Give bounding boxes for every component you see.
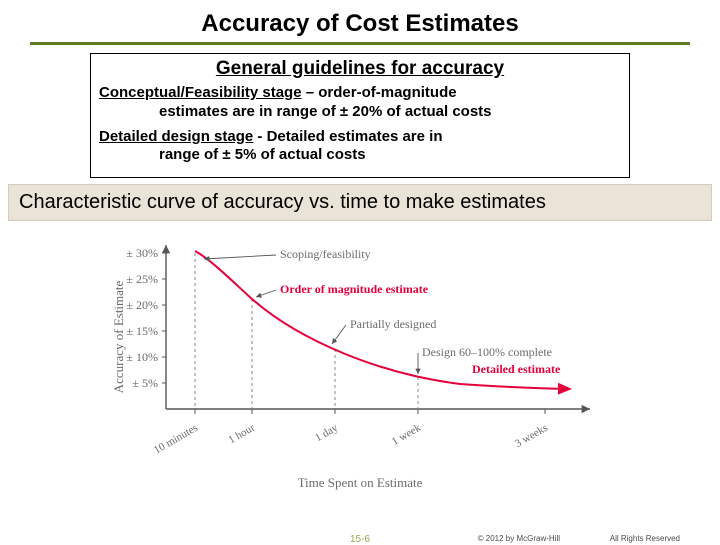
copyright-text: © 2012 by McGraw-Hill xyxy=(478,534,560,543)
stage1-sep: – xyxy=(302,84,319,101)
guidelines-heading: General guidelines for accuracy xyxy=(99,58,621,80)
slide-title: Accuracy of Cost Estimates xyxy=(0,0,720,42)
title-underline xyxy=(30,42,690,45)
y-tick-label: ± 30% xyxy=(110,246,158,261)
chart-annotation: Detailed estimate xyxy=(472,362,560,377)
x-axis-label: Time Spent on Estimate xyxy=(100,475,620,491)
characteristic-curve-caption: Characteristic curve of accuracy vs. tim… xyxy=(8,184,712,221)
chart-annotation: Partially designed xyxy=(350,317,436,332)
stage2-title: Detailed design stage xyxy=(99,128,253,145)
chart-annotation: Scoping/feasibility xyxy=(280,247,371,262)
stage-detailed: Detailed design stage - Detailed estimat… xyxy=(99,128,621,166)
stage2-rest: range of ± 5% of actual costs xyxy=(99,146,621,165)
stage1-rest: estimates are in range of ± 20% of actua… xyxy=(99,103,621,122)
y-tick-label: ± 5% xyxy=(110,376,158,391)
stage1-title: Conceptual/Feasibility stage xyxy=(99,84,302,101)
chart-annotation: Order of magnitude estimate xyxy=(280,282,428,297)
stage2-lead: Detailed estimates are in xyxy=(267,128,443,145)
stage1-lead: order-of-magnitude xyxy=(318,84,456,101)
accuracy-chart: Accuracy of Estimate Time Spent on Estim… xyxy=(100,229,620,489)
stage-conceptual: Conceptual/Feasibility stage – order-of-… xyxy=(99,84,621,122)
y-tick-label: ± 20% xyxy=(110,298,158,313)
y-tick-label: ± 15% xyxy=(110,324,158,339)
stage2-sep: - xyxy=(253,128,266,145)
y-tick-label: ± 10% xyxy=(110,350,158,365)
y-tick-label: ± 25% xyxy=(110,272,158,287)
guidelines-box: General guidelines for accuracy Conceptu… xyxy=(90,53,630,178)
rights-text: All Rights Reserved xyxy=(610,534,680,543)
chart-annotation: Design 60–100% complete xyxy=(422,345,552,360)
